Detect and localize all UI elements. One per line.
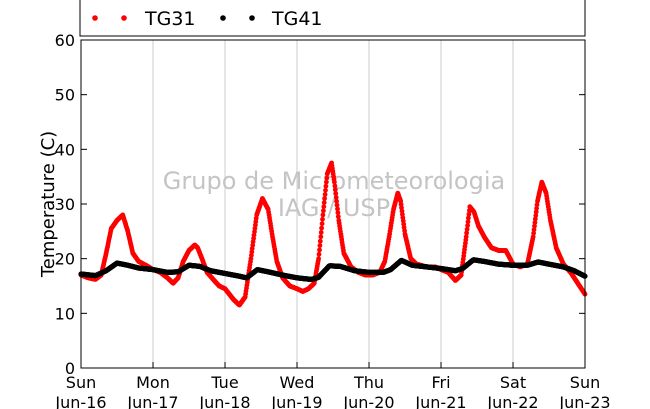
x-tick-label-day: Sun <box>66 373 96 392</box>
data-point <box>335 206 340 212</box>
y-tick-label: 50 <box>55 86 75 105</box>
data-point <box>323 183 329 189</box>
data-point <box>532 223 537 229</box>
legend-marker <box>121 15 127 21</box>
x-axis: SunJun-16MonJun-17TueJun-18WedJun-19ThuJ… <box>54 362 611 409</box>
data-point <box>319 225 324 231</box>
y-tick-label: 60 <box>55 31 75 50</box>
x-tick-label-day: Sun <box>570 373 600 392</box>
x-tick-label-day: Fri <box>431 373 450 392</box>
data-point <box>332 187 338 193</box>
data-point <box>530 234 536 240</box>
data-point <box>465 223 470 228</box>
legend-box <box>79 0 586 37</box>
x-tick-label-date: Jun-18 <box>198 393 250 409</box>
data-point <box>463 234 469 240</box>
data-point <box>335 210 341 216</box>
legend: TG31 TG41 <box>79 0 586 37</box>
x-tick-label-date: Jun-20 <box>342 393 394 409</box>
gridlines <box>152 40 514 368</box>
data-point <box>531 230 536 236</box>
data-point <box>534 202 540 208</box>
data-point <box>318 234 324 240</box>
data-point <box>533 213 539 218</box>
x-tick-label-day: Mon <box>136 373 170 392</box>
data-point <box>316 251 322 257</box>
data-point <box>324 179 329 185</box>
data-point <box>534 206 539 211</box>
data-point <box>333 195 339 200</box>
x-tick-label-day: Thu <box>353 373 384 392</box>
legend-entry-tg41: TG41 <box>220 8 323 30</box>
x-tick-label-date: Jun-19 <box>270 393 322 409</box>
data-point <box>318 230 324 235</box>
data-point <box>317 243 323 248</box>
legend-marker <box>92 15 98 21</box>
legend-marker <box>220 15 226 21</box>
data-point <box>317 238 323 244</box>
data-point <box>316 256 321 262</box>
y-axis-title: Temperature (C) <box>38 131 59 278</box>
x-tick-label-day: Sat <box>500 373 526 392</box>
y-tick-label: 20 <box>55 250 75 269</box>
data-point <box>320 216 325 222</box>
data-point <box>465 219 471 225</box>
legend-entry-tg31: TG31 <box>92 8 196 30</box>
data-point <box>321 204 327 210</box>
x-tick-label-date: Jun-21 <box>414 393 466 409</box>
data-point <box>531 227 537 233</box>
data-point <box>466 211 472 217</box>
data-point <box>321 208 326 214</box>
data-point <box>319 221 325 227</box>
x-tick-label-date: Jun-17 <box>126 393 178 409</box>
data-point <box>334 202 340 208</box>
series-tg41 <box>78 257 588 282</box>
x-tick-label-day: Tue <box>210 373 238 392</box>
data-point <box>464 226 470 232</box>
data-point <box>317 247 322 253</box>
data-point <box>533 209 539 215</box>
y-tick-label: 10 <box>55 304 75 323</box>
data-point <box>335 214 341 220</box>
y-tick-label: 0 <box>65 359 75 378</box>
data-point <box>334 198 339 204</box>
y-tick-label: 30 <box>55 195 75 214</box>
x-tick-label-date: Jun-16 <box>54 393 106 409</box>
data-point <box>321 200 327 206</box>
data-point <box>320 212 326 218</box>
data-point <box>532 220 538 226</box>
data-point <box>322 192 328 197</box>
x-tick-label-date: Jun-22 <box>486 393 538 409</box>
x-tick-label-day: Wed <box>280 373 315 392</box>
legend-label-tg41: TG41 <box>271 8 323 30</box>
data-point <box>322 196 327 201</box>
watermark-line-2: IAG / USP <box>278 194 390 222</box>
legend-marker <box>249 15 255 21</box>
plot-area: Grupo de Micrometeorologia IAG / USP 010… <box>54 31 610 409</box>
data-point <box>466 215 471 221</box>
data-point <box>333 191 339 197</box>
data-point <box>323 187 328 193</box>
data-point <box>324 175 330 181</box>
legend-label-tg31: TG31 <box>144 8 196 30</box>
data-point <box>532 216 538 222</box>
x-tick-label-date: Jun-23 <box>558 393 610 409</box>
y-tick-label: 40 <box>55 140 75 159</box>
data-point <box>332 183 338 189</box>
data-point <box>332 179 337 185</box>
data-point <box>464 230 469 236</box>
y-axis: 0 10 20 30 40 50 60 <box>55 31 585 378</box>
